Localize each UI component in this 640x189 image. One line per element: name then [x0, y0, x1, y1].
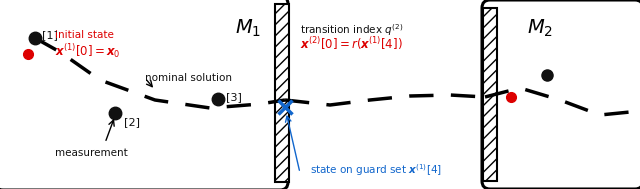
Bar	[275, 4, 289, 182]
Text: $M_1$: $M_1$	[235, 18, 261, 39]
Text: $\boldsymbol{x}^{(2)}[0]=r(\boldsymbol{x}^{(1)}[4])$: $\boldsymbol{x}^{(2)}[0]=r(\boldsymbol{x…	[300, 35, 403, 52]
Text: nominal solution: nominal solution	[145, 73, 232, 83]
FancyBboxPatch shape	[482, 0, 640, 189]
Text: measurement: measurement	[55, 148, 128, 158]
Text: initial state: initial state	[55, 30, 114, 40]
Text: [3]: [3]	[226, 92, 242, 102]
Text: state on guard set $\boldsymbol{x}^{(1)}[4]$: state on guard set $\boldsymbol{x}^{(1)}…	[310, 162, 442, 178]
Text: transition index $q^{(2)}$: transition index $q^{(2)}$	[300, 22, 403, 38]
Text: [2]: [2]	[124, 117, 140, 127]
Bar	[483, 8, 497, 181]
FancyBboxPatch shape	[0, 0, 288, 189]
Text: $\boldsymbol{x}^{(1)}[0]=\boldsymbol{x}_0$: $\boldsymbol{x}^{(1)}[0]=\boldsymbol{x}_…	[55, 42, 120, 60]
Text: $M_2$: $M_2$	[527, 18, 553, 39]
Text: [1]: [1]	[42, 30, 58, 40]
